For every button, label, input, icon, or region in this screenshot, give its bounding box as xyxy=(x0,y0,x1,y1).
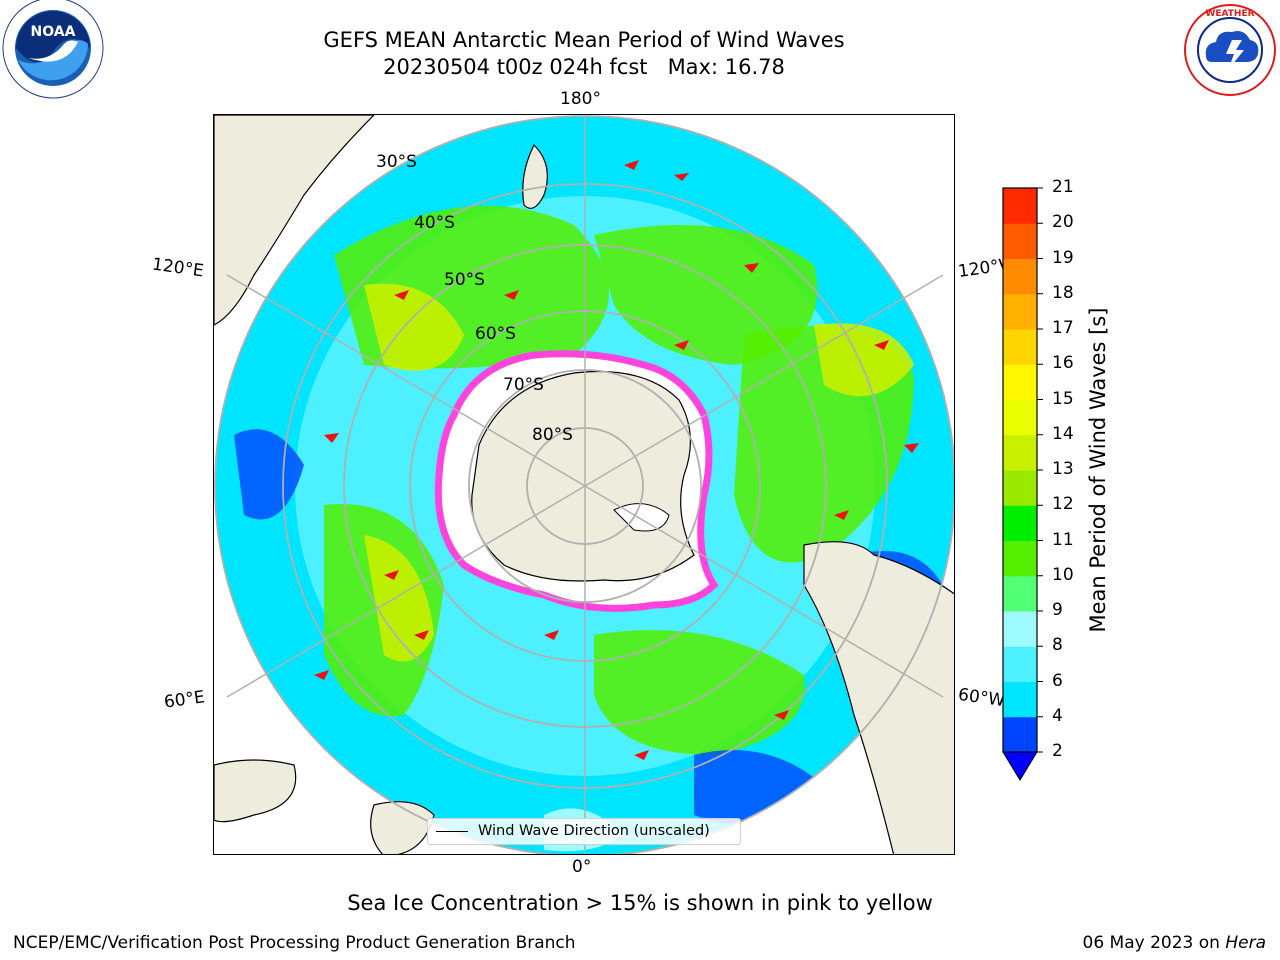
lat-label-60s: 60°S xyxy=(475,324,516,344)
colorbar-swatch xyxy=(1003,258,1037,295)
wind-arrows xyxy=(314,160,919,760)
colorbar-swatch xyxy=(1003,223,1037,259)
colorbar-tick-label: 13 xyxy=(1052,459,1074,479)
colorbar-swatch xyxy=(1003,505,1037,541)
colorbar-tick-label: 2 xyxy=(1052,741,1063,761)
map-legend: Wind Wave Direction (unscaled) xyxy=(427,818,741,845)
colorbar-tick-label: 10 xyxy=(1052,564,1074,585)
colorbar-tick-label: 9 xyxy=(1052,600,1063,620)
colorbar-tick-label: 19 xyxy=(1052,247,1074,268)
lat-label-80s: 80°S xyxy=(532,425,573,445)
lat-label-40s: 40°S xyxy=(414,213,455,233)
colorbar-tick-label: 8 xyxy=(1052,635,1063,656)
colorbar-swatch xyxy=(1003,470,1037,506)
colorbar-tick-label: 6 xyxy=(1052,670,1063,691)
lon-label-0: 0° xyxy=(572,857,592,877)
colorbar-tick-label: 18 xyxy=(1052,282,1074,303)
colorbar-swatch xyxy=(1003,611,1037,647)
colorbar-swatch xyxy=(1003,293,1037,330)
lon-label-120e: 120°E xyxy=(150,254,205,282)
legend-line-swatch xyxy=(436,831,468,832)
nws-logo: WEATHER xyxy=(1184,4,1276,96)
colorbar-tick-label: 11 xyxy=(1052,529,1074,550)
map-frame xyxy=(213,114,955,855)
colorbar-swatch xyxy=(1003,716,1037,753)
noaa-logo: NOAA xyxy=(2,0,104,99)
credit-right: 06 May 2023 on Hera xyxy=(1083,933,1267,953)
colorbar-swatch xyxy=(1003,399,1037,436)
colorbar-tick-label: 12 xyxy=(1052,494,1074,515)
credit-date: 06 May 2023 on xyxy=(1082,933,1226,953)
land xyxy=(214,115,954,854)
sea-ice-note: Sea Ice Concentration > 15% is shown in … xyxy=(347,891,933,915)
chart-title: GEFS MEAN Antarctic Mean Period of Wind … xyxy=(323,28,845,52)
colorbar-swatch xyxy=(1003,575,1037,612)
credit-left: NCEP/EMC/Verification Post Processing Pr… xyxy=(13,933,576,953)
meridians xyxy=(226,116,944,854)
lat-label-50s: 50°S xyxy=(444,270,485,290)
colorbar-tick-label: 14 xyxy=(1052,423,1074,444)
colorbar-label: Mean Period of Wind Waves [s] xyxy=(1086,307,1110,633)
lon-label-180: 180° xyxy=(560,89,601,109)
colorbar-tick-label: 20 xyxy=(1052,212,1074,233)
svg-text:WEATHER: WEATHER xyxy=(1205,9,1254,19)
colorbar-swatch xyxy=(1003,681,1037,718)
colorbar-tick-label: 15 xyxy=(1052,388,1074,409)
chart-subtitle: 20230504 t00z 024h fcst Max: 16.78 xyxy=(383,55,785,79)
colorbar-tick-label: 16 xyxy=(1052,353,1074,374)
lat-label-30s: 30°S xyxy=(376,152,417,172)
colorbar xyxy=(1002,187,1043,781)
legend-label: Wind Wave Direction (unscaled) xyxy=(478,823,710,839)
colorbar-tick-label: 17 xyxy=(1052,318,1074,338)
colorbar-swatch xyxy=(1003,188,1037,224)
colorbar-swatch xyxy=(1003,434,1037,471)
colorbar-swatch xyxy=(1003,540,1037,577)
polar-map xyxy=(214,115,954,854)
colorbar-swatch xyxy=(1003,329,1037,365)
credit-host: Hera xyxy=(1225,933,1266,953)
colorbar-swatch xyxy=(1003,646,1037,682)
lon-label-60e: 60°E xyxy=(162,687,207,713)
colorbar-swatch xyxy=(1003,364,1037,400)
lat-label-70s: 70°S xyxy=(503,375,544,395)
colorbar-tick-label: 4 xyxy=(1052,705,1063,726)
colorbar-tick-label: 21 xyxy=(1052,177,1074,197)
svg-text:NOAA: NOAA xyxy=(31,24,76,40)
